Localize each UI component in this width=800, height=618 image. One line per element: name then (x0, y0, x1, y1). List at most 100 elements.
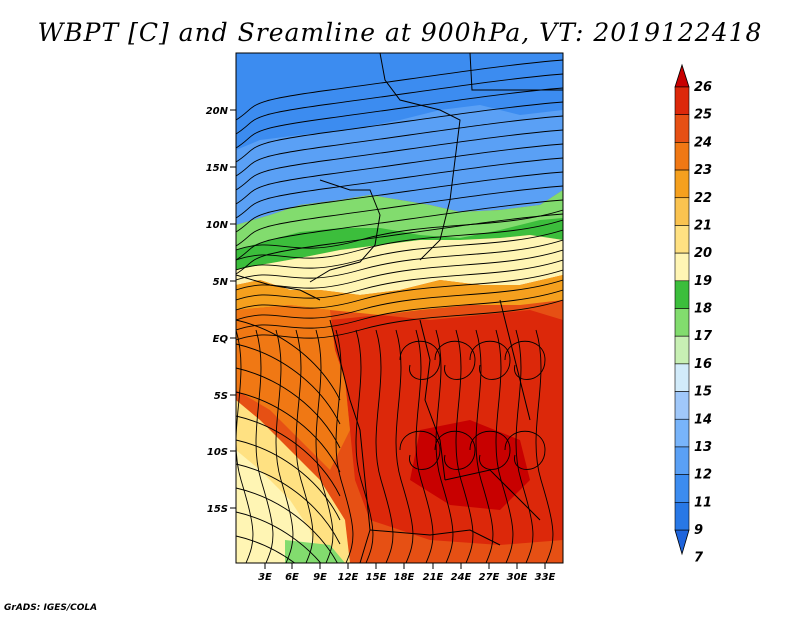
streamline (236, 219, 563, 261)
streamline (236, 511, 322, 563)
streamline (434, 430, 476, 470)
colorbar-label: 20 (694, 246, 712, 261)
colorbar-swatch (674, 308, 690, 337)
streamline (469, 430, 511, 470)
lon-tick-label: 21E (423, 572, 444, 583)
lon-tick-label: 9E (313, 572, 327, 583)
streamline (415, 329, 434, 563)
colorbar-label: 15 (694, 385, 712, 400)
orange-band (236, 275, 563, 315)
colorbar-label: 11 (694, 495, 712, 510)
latitude-axis: 20N 15N 10N 5N EQ 5S 10S 15S (206, 106, 236, 515)
west-interior-orange (236, 305, 350, 470)
streamline (535, 329, 554, 563)
streamline (236, 115, 563, 177)
streamline (236, 279, 563, 321)
west-coast-pale (236, 450, 320, 563)
colorbar-label: 25 (694, 108, 712, 123)
streamline (375, 329, 394, 563)
colorbar-label: 19 (694, 274, 712, 289)
streamline (236, 487, 338, 563)
streamline (236, 329, 254, 563)
streamline (236, 415, 341, 497)
streamline (475, 329, 494, 563)
colorbar-label: 26 (694, 80, 712, 95)
colorbar-label: 21 (694, 218, 712, 233)
streamline (236, 229, 563, 271)
streamline (236, 319, 341, 401)
streamline (504, 430, 546, 470)
streamline (469, 340, 511, 380)
streamline (236, 171, 563, 233)
cool-region-deepblue (236, 53, 563, 150)
lat-tick-label: 20N (206, 106, 229, 117)
colorbar-swatch (674, 280, 690, 309)
lat-tick-label: 15S (207, 504, 228, 515)
lon-tick-label: 24E (451, 572, 472, 583)
colorbar-swatch (674, 418, 690, 448)
streamline (236, 249, 563, 291)
lon-tick-label: 27E (479, 572, 500, 583)
yellow-band (236, 235, 563, 295)
streamline (399, 340, 441, 380)
streamline (236, 439, 341, 521)
streamline (434, 340, 476, 380)
colorbar-swatch (674, 502, 690, 531)
colorbar-label: 13 (694, 440, 712, 455)
colorbar-swatch (674, 474, 690, 503)
colorbar-swatch (674, 86, 690, 115)
colorbar-swatch (674, 363, 690, 392)
streamline (236, 269, 563, 311)
streamline (236, 463, 341, 545)
streamline (236, 129, 563, 191)
streamline (236, 87, 563, 149)
streamlines (236, 59, 563, 563)
streamline (355, 329, 374, 563)
streamline (275, 329, 294, 563)
streamline (236, 391, 341, 473)
streamline (236, 367, 341, 449)
lon-tick-label: 30E (507, 572, 528, 583)
streamline (236, 213, 563, 275)
lon-tick-label: 33E (535, 572, 556, 583)
colorbar-top-arrow (674, 63, 690, 88)
lat-tick-label: 15N (206, 163, 229, 174)
colorbar-swatch (674, 335, 690, 365)
map-frame (235, 52, 564, 564)
streamline (515, 329, 534, 563)
streamline (236, 143, 563, 205)
colorbar: 26 25 24 23 22 21 20 19 18 17 16 15 14 13 12 11 9 7 (674, 63, 713, 566)
grads-credit: GrADS: IGES/COLA (4, 603, 98, 613)
lon-tick-label: 12E (338, 572, 359, 583)
lat-tick-label: 5S (214, 391, 228, 402)
colorbar-label: 7 (694, 551, 704, 566)
streamline (236, 199, 563, 261)
colorbar-swatch (674, 114, 690, 143)
colorbar-label: 24 (694, 135, 712, 150)
lat-tick-label: EQ (213, 334, 229, 345)
streamline (435, 329, 454, 563)
colorbar-swatch (674, 225, 690, 254)
streamline (495, 329, 514, 563)
colorbar-swatch (674, 391, 690, 420)
colorbar-swatch (674, 446, 690, 475)
streamline (236, 239, 563, 281)
colorbar-label: 23 (694, 163, 712, 178)
colorbar-label: 14 (694, 412, 712, 427)
colorbar-label: 12 (694, 468, 712, 483)
streamline (236, 209, 563, 251)
colorbar-swatch (674, 197, 690, 226)
streamline (236, 101, 563, 163)
streamline (236, 259, 563, 301)
colorbar-swatch (674, 252, 690, 282)
streamline (395, 329, 414, 563)
streamline (455, 329, 474, 563)
lon-tick-label: 3E (258, 572, 272, 583)
colorbar-label: 17 (694, 329, 713, 344)
colorbar-label: 16 (694, 357, 712, 372)
colorbar-bottom-arrow (674, 529, 690, 556)
streamline (399, 430, 441, 470)
streamline (236, 535, 296, 563)
colorbar-swatch (674, 142, 690, 171)
